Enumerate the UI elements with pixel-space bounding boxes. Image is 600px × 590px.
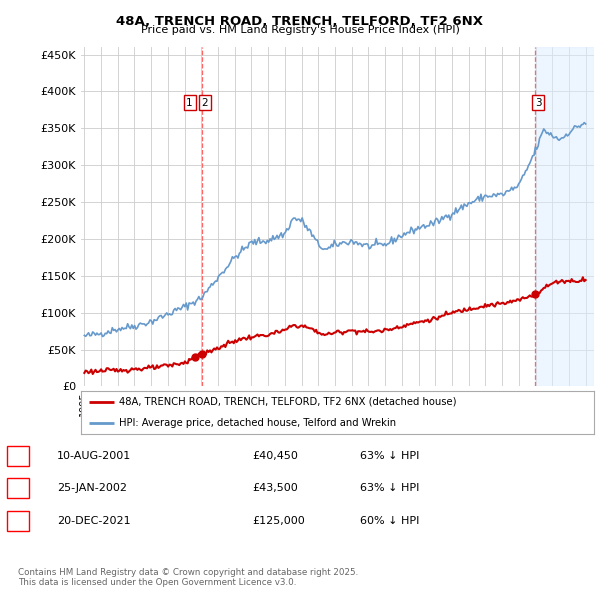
Text: 60% ↓ HPI: 60% ↓ HPI	[360, 516, 419, 526]
Text: 63% ↓ HPI: 63% ↓ HPI	[360, 451, 419, 461]
Text: 1: 1	[14, 451, 22, 461]
Text: Contains HM Land Registry data © Crown copyright and database right 2025.
This d: Contains HM Land Registry data © Crown c…	[18, 568, 358, 587]
Text: HPI: Average price, detached house, Telford and Wrekin: HPI: Average price, detached house, Telf…	[119, 418, 397, 428]
Text: 2: 2	[14, 483, 22, 493]
Text: 2: 2	[202, 97, 208, 107]
Text: 25-JAN-2002: 25-JAN-2002	[57, 483, 127, 493]
Text: 3: 3	[14, 516, 22, 526]
Text: 10-AUG-2001: 10-AUG-2001	[57, 451, 131, 461]
Text: 20-DEC-2021: 20-DEC-2021	[57, 516, 131, 526]
Text: 63% ↓ HPI: 63% ↓ HPI	[360, 483, 419, 493]
Text: 48A, TRENCH ROAD, TRENCH, TELFORD, TF2 6NX: 48A, TRENCH ROAD, TRENCH, TELFORD, TF2 6…	[116, 15, 484, 28]
Text: 48A, TRENCH ROAD, TRENCH, TELFORD, TF2 6NX (detached house): 48A, TRENCH ROAD, TRENCH, TELFORD, TF2 6…	[119, 397, 457, 407]
Text: £43,500: £43,500	[252, 483, 298, 493]
Text: £125,000: £125,000	[252, 516, 305, 526]
Text: £40,450: £40,450	[252, 451, 298, 461]
Text: 3: 3	[535, 97, 541, 107]
Bar	[535, 47, 594, 386]
Text: 1: 1	[187, 97, 193, 107]
Text: Price paid vs. HM Land Registry's House Price Index (HPI): Price paid vs. HM Land Registry's House …	[140, 25, 460, 35]
